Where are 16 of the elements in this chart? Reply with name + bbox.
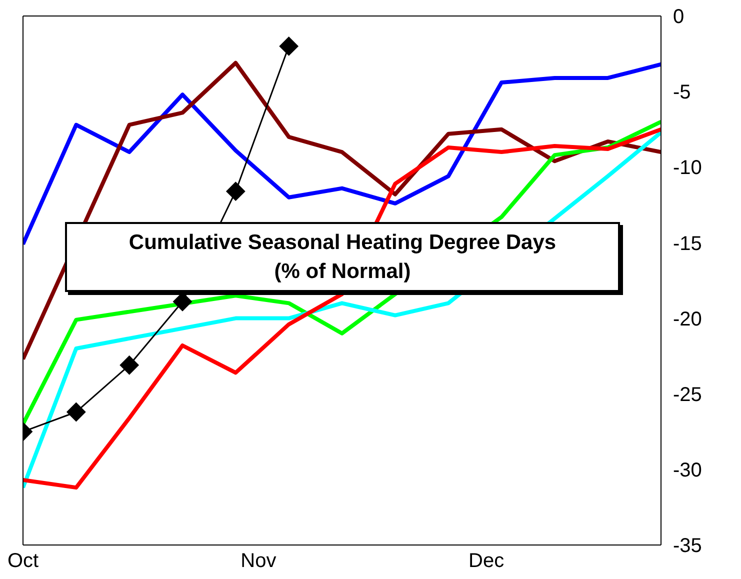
title-box: Cumulative Seasonal Heating Degree Days (% of Normal) <box>65 222 620 292</box>
x-tick-label: Oct <box>7 550 39 572</box>
y-tick-label: -20 <box>673 308 702 330</box>
y-tick-label: -10 <box>673 157 702 180</box>
point <box>120 356 139 375</box>
y-tick-label: -35 <box>673 535 702 558</box>
point <box>66 402 86 422</box>
y-tick-label: 0 <box>673 6 684 28</box>
y-tick-label: -30 <box>673 460 702 482</box>
x-tick-label: Dec <box>468 550 504 572</box>
y-tick-label: -15 <box>673 232 702 255</box>
y-tick-label: -5 <box>673 82 691 104</box>
point <box>279 36 298 56</box>
y-tick-label: -25 <box>673 384 702 406</box>
point <box>226 182 246 201</box>
x-tick-label: Nov <box>240 550 276 572</box>
